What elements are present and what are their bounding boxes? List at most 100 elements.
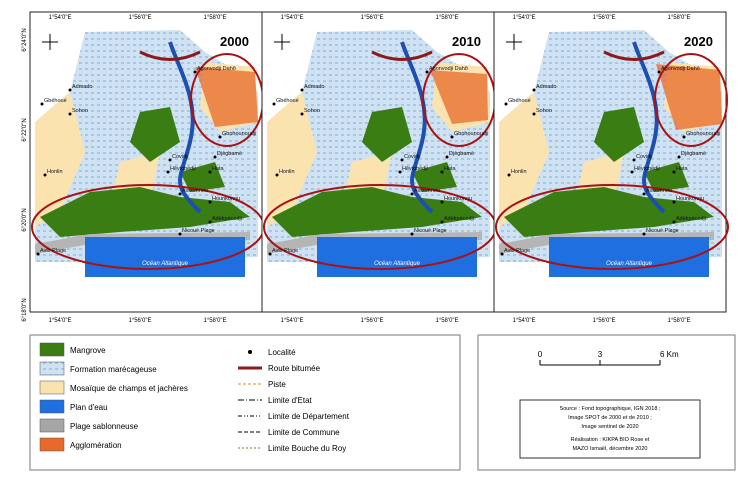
legend-label: Formation marécageuse bbox=[70, 365, 157, 374]
scale-label: 3 bbox=[598, 350, 603, 359]
scale-label: 0 bbox=[538, 350, 543, 359]
agglomeration-area bbox=[430, 70, 488, 124]
place-label: Gbohounoudji bbox=[454, 131, 488, 137]
lon-label: 1°56'0"E bbox=[128, 318, 151, 324]
lon-label: 1°54'0"E bbox=[280, 15, 303, 21]
lon-label: 1°58'0"E bbox=[667, 318, 690, 324]
lat-label: 6°20'0"N bbox=[22, 208, 28, 231]
locality-dot bbox=[440, 170, 444, 174]
place-label: Avlo Plage bbox=[504, 248, 530, 254]
locality-dot bbox=[677, 155, 681, 159]
locality-dot bbox=[440, 220, 444, 224]
source-text: MAZO Ismaël, décembre 2020 bbox=[573, 446, 648, 452]
mangrove-area bbox=[644, 162, 689, 192]
lon-label: 1°56'0"E bbox=[360, 318, 383, 324]
locality-dot bbox=[682, 135, 686, 139]
mosaic-area bbox=[35, 92, 85, 227]
place-label: Hounkonou bbox=[444, 196, 472, 202]
legend-label: Limite d'Etat bbox=[268, 396, 313, 405]
source-text: Source : Fond topographique, IGN 2018 ; bbox=[560, 406, 661, 412]
place-label: Admado bbox=[536, 84, 557, 90]
locality-dot bbox=[275, 173, 279, 177]
lon-label: 1°54'0"E bbox=[512, 15, 535, 21]
legend-label: Limite de Département bbox=[268, 412, 350, 421]
locality-dot bbox=[208, 170, 212, 174]
locality-dot bbox=[425, 70, 429, 74]
place-label: Covidji bbox=[404, 154, 421, 160]
place-label: Honlin bbox=[279, 169, 295, 175]
river bbox=[168, 41, 202, 214]
place-label: Gbohounoudji bbox=[686, 131, 720, 137]
place-label: Avlo Plage bbox=[272, 248, 298, 254]
locality-dot bbox=[532, 112, 536, 116]
lon-label: 1°54'0"E bbox=[48, 318, 71, 324]
year-label: 2000 bbox=[220, 34, 249, 49]
place-label: Agonvodji Dahô bbox=[661, 66, 700, 72]
map-panel: Océan Atlantique 2000 Agonvodji Dahô Gbéhou… bbox=[29, 11, 265, 324]
locality-dot bbox=[410, 192, 414, 196]
legend-label: Plan d'eau bbox=[70, 403, 108, 412]
place-label: Djègbamè bbox=[217, 151, 242, 157]
lon-label: 1°58'0"E bbox=[435, 15, 458, 21]
ocean-label: Océan Atlantique bbox=[142, 261, 188, 267]
place-label: Honlin bbox=[511, 169, 527, 175]
source-box bbox=[519, 399, 701, 459]
legend-swatch bbox=[39, 399, 65, 414]
place-label: Gbohounoudji bbox=[222, 131, 256, 137]
locality-dot bbox=[400, 158, 404, 162]
locality-dot bbox=[300, 88, 304, 92]
lon-label: 1°56'0"E bbox=[360, 15, 383, 21]
locality-dot bbox=[300, 112, 304, 116]
place-label: Avlo Plage bbox=[40, 248, 66, 254]
locality-dot bbox=[672, 200, 676, 204]
locality-dot bbox=[166, 170, 170, 174]
place-label: Agonvodji Dahô bbox=[197, 66, 236, 72]
north-arrow bbox=[506, 34, 522, 50]
ocean-label: Océan Atlantique bbox=[606, 261, 652, 267]
legend-label: Agglomération bbox=[70, 441, 122, 450]
place-label: Adékpécodji bbox=[212, 216, 242, 222]
highlight-ellipse bbox=[654, 53, 728, 147]
locality-dot bbox=[193, 70, 197, 74]
legend-dot bbox=[248, 350, 252, 354]
agglomeration-area bbox=[656, 64, 722, 130]
map-panel: Océan Atlantique 2010 Agonvodji Dahô Gbéhou… bbox=[261, 11, 497, 324]
locality-dot bbox=[632, 158, 636, 162]
locality-dot bbox=[178, 192, 182, 196]
mangrove-area bbox=[180, 162, 225, 192]
legend-label: Limite Bouche du Roy bbox=[268, 444, 346, 453]
locality-dot bbox=[178, 232, 182, 236]
legend-swatch bbox=[39, 361, 65, 376]
place-label: Nicoué Plage bbox=[182, 228, 215, 234]
north-arrow bbox=[42, 34, 58, 50]
locality-dot bbox=[36, 252, 40, 256]
place-label: Hata bbox=[212, 166, 225, 172]
locality-dot bbox=[168, 158, 172, 162]
north-arrow bbox=[274, 34, 290, 50]
lat-label: 6°24'0"N bbox=[22, 28, 28, 51]
mangrove-area bbox=[272, 187, 482, 237]
place-label: Adékpécodji bbox=[676, 216, 706, 222]
legend-label: Route bitumée bbox=[268, 364, 321, 373]
place-label: Nicoué Plage bbox=[414, 228, 447, 234]
mangrove-area bbox=[40, 187, 250, 237]
legend-swatch bbox=[39, 342, 65, 357]
place-label: Admado bbox=[304, 84, 325, 90]
place-label: Avinonnou bbox=[646, 188, 672, 194]
place-label: Sohon bbox=[304, 108, 320, 114]
place-label: Gbéhoué bbox=[44, 98, 67, 104]
place-label: Covidji bbox=[636, 154, 653, 160]
place-label: Hounkonou bbox=[212, 196, 240, 202]
legend-label: Plage sablonneuse bbox=[70, 422, 139, 431]
locality-dot bbox=[532, 88, 536, 92]
place-label: Nicoué Plage bbox=[646, 228, 679, 234]
locality-dot bbox=[272, 102, 276, 106]
mangrove-area bbox=[594, 107, 644, 162]
river bbox=[400, 41, 434, 214]
locality-dot bbox=[43, 173, 47, 177]
paved-road bbox=[139, 50, 201, 61]
year-label: 2010 bbox=[452, 34, 481, 49]
legend-swatch bbox=[39, 380, 65, 395]
mosaic-area bbox=[267, 92, 317, 227]
